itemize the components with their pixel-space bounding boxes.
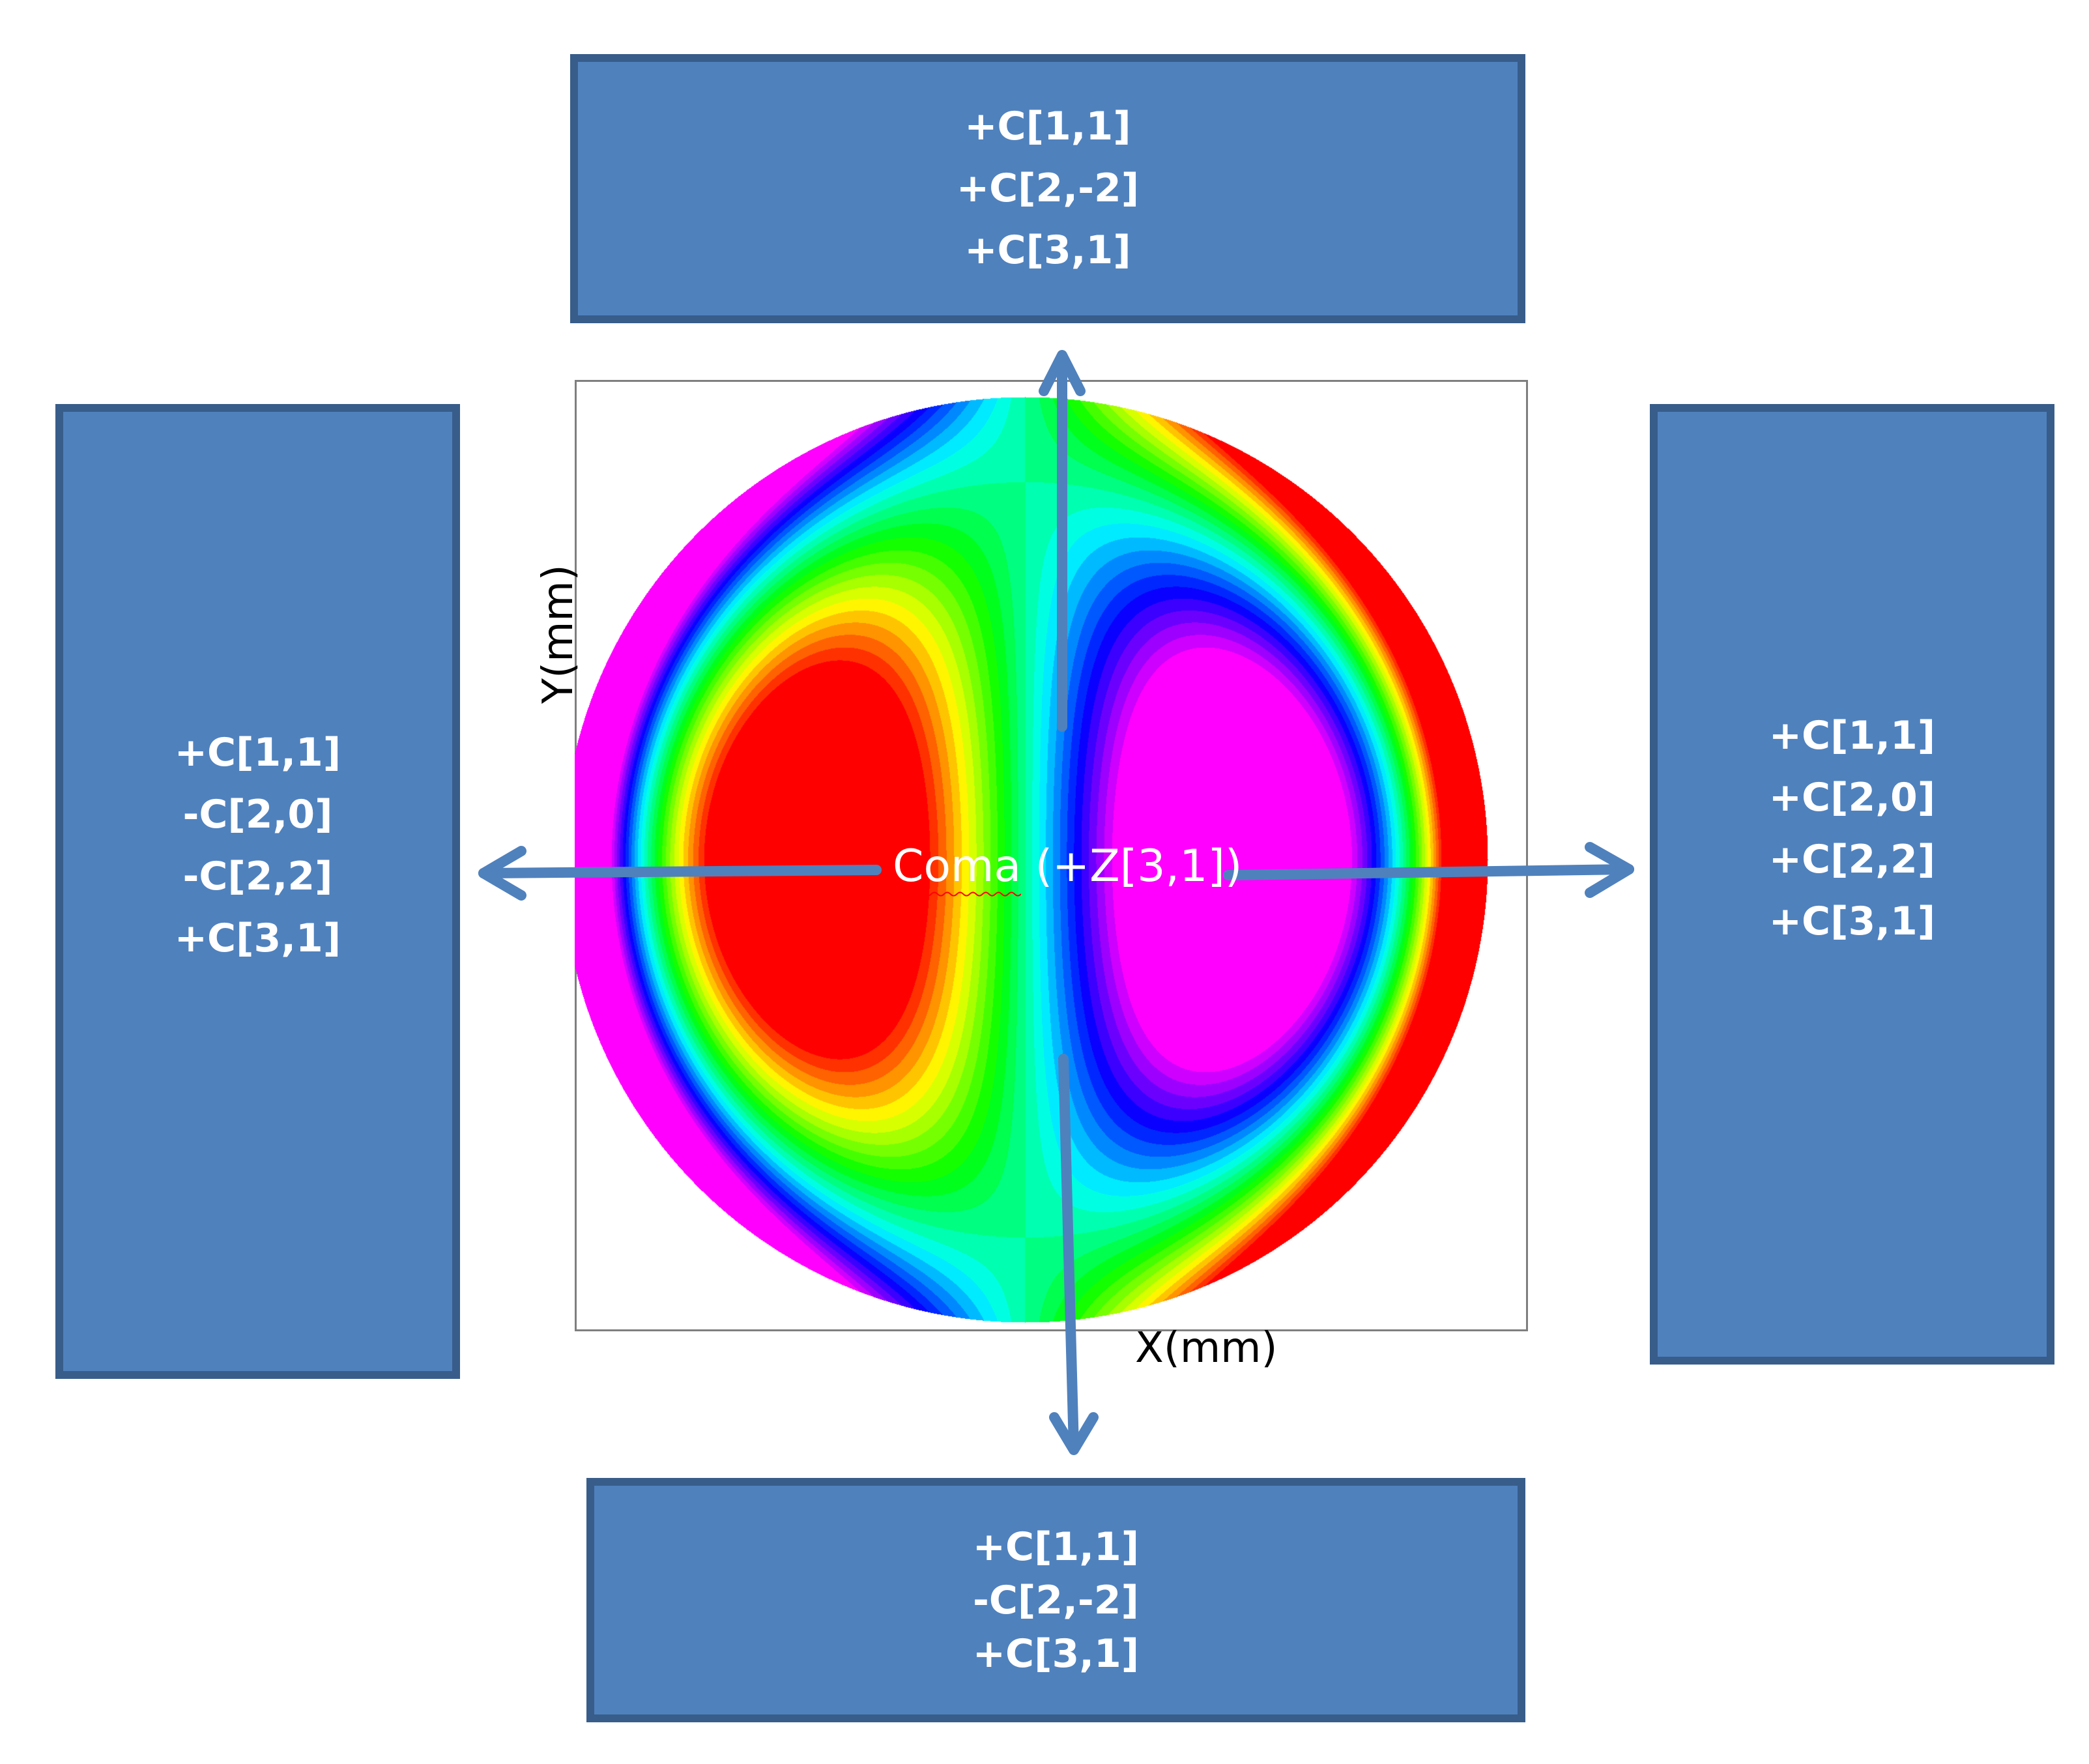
top-box-line: +C[2,-2] bbox=[956, 166, 1140, 211]
top-box-line: +C[3,1] bbox=[964, 227, 1131, 273]
center-label-word: Coma bbox=[893, 841, 1021, 897]
right-box-line: +C[3,1] bbox=[1768, 899, 1936, 944]
bottom-box-line: +C[3,1] bbox=[972, 1630, 1140, 1677]
left-box-line: -C[2,2] bbox=[182, 854, 333, 899]
top-box: +C[1,1] +C[2,-2] +C[3,1] bbox=[570, 54, 1525, 323]
arrow-up bbox=[1039, 350, 1086, 732]
coma-heatmap bbox=[575, 380, 1528, 1331]
spellcheck-underline bbox=[893, 891, 1021, 897]
bottom-box: +C[1,1] -C[2,-2] +C[3,1] bbox=[586, 1478, 1525, 1722]
x-axis-label: X(mm) bbox=[1135, 1324, 1278, 1372]
left-box-line: +C[3,1] bbox=[174, 916, 341, 961]
top-box-line: +C[1,1] bbox=[964, 104, 1131, 149]
bottom-box-line: -C[2,-2] bbox=[973, 1577, 1139, 1623]
center-label: Coma (+Z[3,1]) bbox=[893, 841, 1243, 897]
left-box-line: -C[2,0] bbox=[182, 792, 333, 837]
right-box-line: +C[1,1] bbox=[1768, 713, 1936, 759]
right-box-line: +C[2,0] bbox=[1768, 775, 1936, 820]
arrow-left bbox=[478, 846, 882, 901]
arrow-down bbox=[1049, 1054, 1099, 1455]
arrow-right bbox=[1223, 842, 1634, 898]
left-box-line: +C[1,1] bbox=[174, 730, 341, 775]
right-box: +C[1,1] +C[2,0] +C[2,2] +C[3,1] bbox=[1650, 404, 2054, 1365]
right-box-line: +C[2,2] bbox=[1768, 837, 1936, 882]
center-label-rest: (+Z[3,1]) bbox=[1021, 841, 1243, 892]
bottom-box-line: +C[1,1] bbox=[972, 1524, 1140, 1570]
left-box: +C[1,1] -C[2,0] -C[2,2] +C[3,1] bbox=[55, 404, 460, 1379]
